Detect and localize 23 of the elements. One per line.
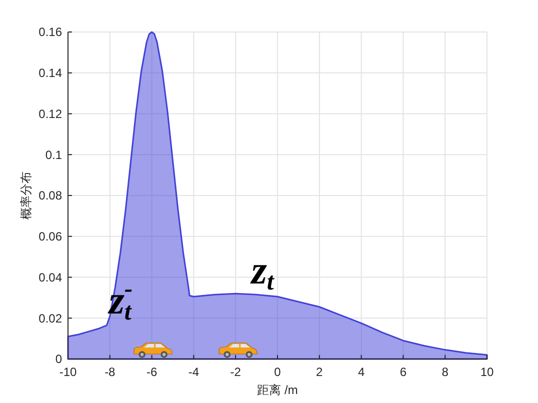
y-tick-label: 0: [55, 352, 62, 366]
x-tick-label: 0: [274, 365, 282, 379]
y-tick-label: 0.14: [38, 66, 62, 80]
x-tick-label: 10: [480, 365, 494, 379]
annotation: z$_{t}$: [249, 248, 275, 296]
x-tick-label: 4: [358, 365, 365, 379]
y-tick-label: 0.04: [38, 270, 62, 284]
y-tick-label: 0.06: [38, 230, 62, 244]
y-tick-label: 0.08: [38, 188, 62, 203]
x-tick-label: -6: [146, 365, 158, 379]
x-axis-title: 距离 /m: [257, 383, 298, 397]
x-tick-label: -10: [59, 365, 77, 379]
x-tick-label: -8: [104, 365, 116, 379]
x-tick-label: 6: [400, 365, 407, 379]
x-tick-label: -2: [230, 365, 242, 379]
x-tick-label: 8: [442, 365, 449, 379]
y-tick-label: 0.12: [38, 106, 62, 121]
y-axis-title: 概率分布: [19, 172, 33, 220]
x-tick-label: -4: [188, 365, 200, 379]
y-tick-label: 0.16: [38, 25, 62, 40]
x-tick-label: 2: [316, 365, 324, 379]
y-tick-label: 0.1: [45, 148, 62, 162]
y-tick-label: 0.02: [38, 311, 62, 326]
